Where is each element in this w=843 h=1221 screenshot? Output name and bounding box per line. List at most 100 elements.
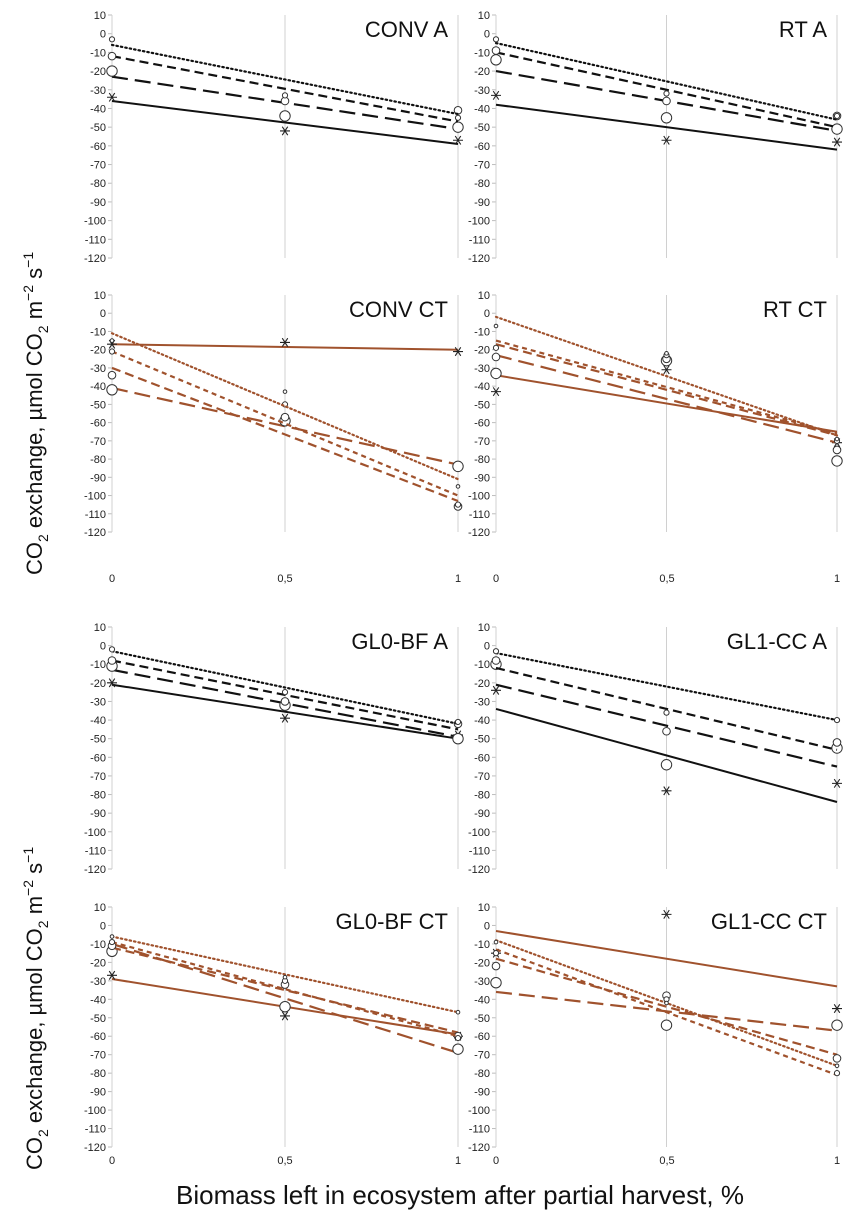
- y-tick-label: -20: [474, 345, 490, 357]
- y-tick-label: -70: [90, 771, 106, 783]
- x-axis-label: Biomass left in ecosystem after partial …: [176, 1180, 744, 1210]
- star-point: [107, 970, 117, 980]
- circle-point: [107, 370, 117, 380]
- y-tick-label: -70: [90, 1050, 106, 1062]
- y-tick-label: -80: [90, 454, 106, 466]
- y-tick-label: -60: [90, 1031, 106, 1043]
- circle-point: [831, 1019, 843, 1031]
- circle-point: [454, 114, 462, 121]
- y-tick-label: -70: [90, 436, 106, 448]
- circle-point: [832, 1054, 842, 1063]
- x-tick-label: 1: [455, 573, 461, 585]
- x-tick-label: 0,5: [659, 573, 674, 585]
- trend-line-longdash: [111, 386, 459, 466]
- y-tick-label: -80: [90, 790, 106, 802]
- y-tick-label: 10: [94, 902, 106, 914]
- circle-point: [108, 646, 116, 653]
- trend-line-longdash: [495, 354, 838, 444]
- circle-point: [490, 54, 502, 66]
- y-tick-label: -120: [84, 864, 106, 876]
- y-tick-label: -40: [90, 994, 106, 1006]
- circle-point: [491, 961, 501, 971]
- y-tick-label: -60: [90, 141, 106, 153]
- y-tick-label: -70: [90, 160, 106, 172]
- star-point: [832, 1003, 842, 1014]
- circle-point: [108, 348, 116, 355]
- panel-gl1-cc-ct: 10 0 -10 -20 -30 -40 -50 -60 -70 -80 -90 -100 -110 -1…: [468, 902, 843, 1154]
- x-tick-label: 0,5: [277, 1155, 292, 1167]
- y-tick-label: -70: [474, 1050, 490, 1062]
- y-tick-label: -50: [474, 734, 490, 746]
- trend-line-dash: [495, 957, 838, 1056]
- y-tick-label: -20: [474, 957, 490, 969]
- y-tick-label: -110: [469, 845, 490, 857]
- y-tick-label: 10: [478, 902, 490, 914]
- circle-point: [664, 351, 669, 356]
- circle-point: [834, 436, 840, 442]
- y-tick-label: -110: [85, 1124, 106, 1136]
- y-tick-label: -20: [90, 66, 106, 78]
- trend-line-solid: [495, 707, 838, 803]
- y-tick-label: -70: [474, 160, 490, 172]
- x-tick-label: 0: [109, 1155, 115, 1167]
- star-point: [280, 713, 290, 723]
- y-tick-label: -100: [84, 216, 106, 228]
- y-tick-label: -60: [474, 141, 490, 153]
- trend-line-dash: [111, 55, 459, 123]
- y-tick-label: -120: [468, 527, 490, 539]
- trend-line-dotted: [494, 651, 839, 722]
- circle-point: [452, 121, 464, 133]
- circle-point: [455, 484, 461, 489]
- trend-line-shortdash: [495, 948, 838, 1077]
- y-tick-label: -120: [468, 1142, 490, 1154]
- star-point: [107, 678, 117, 688]
- circle-point: [660, 1019, 673, 1031]
- circle-point: [452, 732, 464, 745]
- y-tick-label: -30: [90, 976, 106, 988]
- star-point: [280, 337, 290, 347]
- y-tick-label: -10: [90, 659, 106, 671]
- y-tick-label: -120: [84, 253, 106, 265]
- y-tick-label: -80: [474, 1068, 490, 1080]
- y-tick-label: -80: [474, 790, 490, 802]
- y-tick-label: -30: [90, 85, 106, 97]
- y-tick-label: 10: [94, 10, 106, 22]
- circle-point: [833, 1070, 841, 1077]
- y-tick-label: 0: [484, 641, 490, 653]
- x-tick-label: 1: [834, 573, 840, 585]
- y-tick-label: -50: [90, 399, 106, 411]
- x-tick-label: 0: [493, 1155, 499, 1167]
- panel-gl0-bf-ct: 10 0 -10 -20 -30 -40 -50 -60 -70 -80 -90 -100 -110 -1…: [84, 902, 464, 1154]
- trend-line-dotted: [110, 650, 460, 725]
- star-point: [453, 135, 463, 145]
- circle-point: [493, 939, 499, 945]
- y-tick-label: -40: [474, 715, 490, 727]
- trend-line-solid: [111, 343, 459, 351]
- x-ticks-row-2: 0 0,5 1 0 0,5 1: [109, 573, 840, 585]
- y-tick-label: 0: [484, 920, 490, 932]
- star-point: [661, 135, 672, 145]
- panel-rt-ct: 10 0 -10 -20 -30 -40 -50 -60 -70 -80 -90 -100 -110 -1…: [468, 290, 843, 539]
- y-tick-label: -90: [474, 1087, 490, 1099]
- panel-title: RT A: [779, 17, 827, 42]
- y-tick-label: -30: [90, 696, 106, 708]
- panel-conv-ct: 10 0 -10 -20 -30 -40 -50 -60 -70 -80 -90 -100 -110 -1…: [84, 290, 464, 539]
- y-tick-label: -110: [85, 234, 106, 246]
- circle-point: [106, 65, 118, 77]
- circle-point: [492, 344, 500, 351]
- y-tick-label: -120: [84, 1142, 106, 1154]
- circle-point: [454, 1034, 462, 1042]
- circle-point: [492, 648, 500, 655]
- y-tick-label: -90: [90, 808, 106, 820]
- panels-group: 100-10-20-30-40-50-60-70-80-90-100-110-1…: [84, 10, 843, 1154]
- circle-point: [660, 112, 673, 124]
- circle-point: [280, 697, 290, 706]
- star-point: [107, 92, 117, 102]
- circle-point: [660, 759, 673, 771]
- trend-line-dotted: [494, 41, 839, 121]
- y-tick-label: -40: [90, 715, 106, 727]
- y-tick-label: -120: [468, 864, 490, 876]
- circle-point: [281, 689, 289, 696]
- trend-line-shortdash: [111, 941, 459, 1038]
- trend-line-dash: [111, 946, 459, 1034]
